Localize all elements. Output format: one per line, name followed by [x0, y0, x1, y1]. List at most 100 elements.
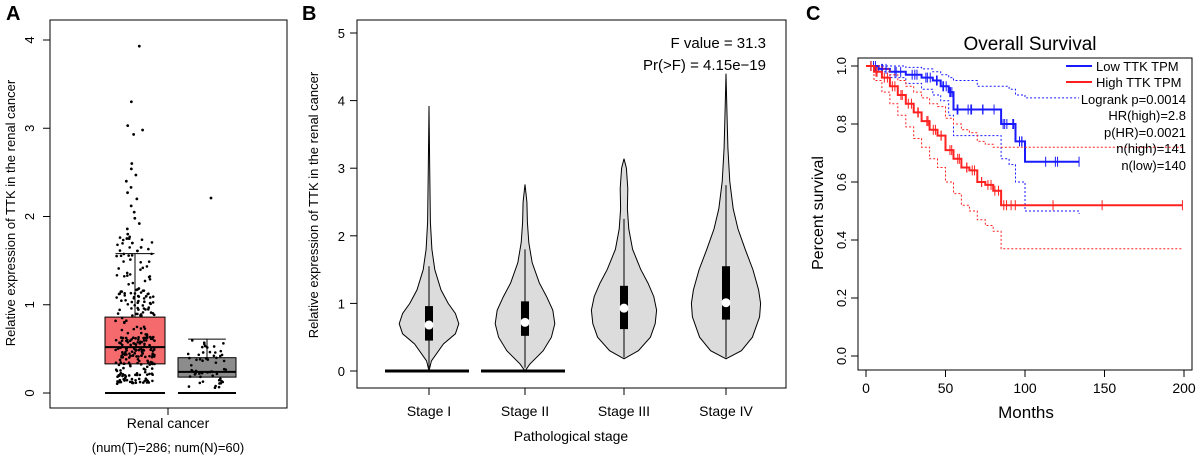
survival-ci-lower-low: [866, 65, 1080, 214]
box-point: [117, 267, 120, 270]
box-point: [214, 361, 218, 364]
box-outlier: [126, 191, 129, 195]
box-point: [114, 338, 118, 342]
box-point: [132, 347, 136, 350]
box-point: [137, 336, 140, 339]
panel-b-marks: [385, 73, 762, 373]
panel-a: A 0 1 2 3 4 Relative expression of TTK in th…: [3, 3, 288, 455]
box-point: [152, 355, 156, 358]
box-point: [200, 345, 204, 349]
box-point: [150, 367, 154, 370]
box-point: [117, 363, 121, 367]
box-point: [122, 366, 125, 370]
box-point: [198, 372, 201, 375]
box-point: [198, 357, 202, 361]
box-point: [142, 339, 146, 342]
box-point: [121, 372, 125, 376]
box-point: [141, 266, 145, 270]
box-point: [151, 295, 155, 298]
box-outlier: [126, 232, 130, 236]
box-point: [132, 295, 136, 299]
box-point: [119, 369, 122, 372]
box-point: [114, 361, 118, 364]
box-point: [222, 342, 225, 345]
box-outlier: [129, 167, 133, 171]
box-point: [114, 348, 117, 352]
box-point: [136, 340, 140, 344]
box-point: [127, 237, 131, 240]
box-point: [124, 357, 128, 361]
box-point: [188, 375, 192, 378]
box-outlier: [132, 210, 136, 214]
box-point: [144, 355, 147, 359]
box-point: [199, 375, 202, 379]
box-point: [190, 364, 193, 367]
box-point: [187, 385, 191, 388]
box-outlier: [132, 133, 136, 136]
survival-ci-upper-high: [866, 65, 1183, 148]
box-point: [125, 349, 128, 352]
panel-c-title: Overall Survival: [963, 34, 1096, 55]
box-outlier: [129, 185, 133, 189]
panel-b-x-tick-label: Stage III: [598, 403, 650, 419]
box-point: [145, 333, 149, 336]
panel-c-y-tick-label: 0.8: [834, 115, 849, 133]
box-point: [148, 275, 152, 278]
box-point: [213, 386, 217, 390]
panel-c-y-tick-label: 0.2: [834, 289, 849, 307]
box-point: [147, 306, 151, 309]
box-point: [130, 350, 134, 353]
box-point: [123, 294, 127, 297]
box-point: [127, 282, 130, 286]
box-point: [118, 373, 122, 376]
box-point: [140, 314, 143, 318]
box-point: [143, 370, 147, 374]
box-point: [143, 327, 147, 330]
box-point: [211, 374, 214, 377]
box-point: [138, 380, 142, 384]
box-point: [212, 354, 216, 358]
panel-a-x-axis-label: Renal cancer: [127, 415, 210, 431]
box-point: [123, 362, 126, 365]
box-point: [150, 362, 154, 366]
box-point: [220, 353, 224, 357]
box-point: [120, 339, 124, 342]
panel-a-sample-counts: (num(T)=286; num(N)=60): [92, 440, 244, 455]
box-point: [142, 307, 146, 310]
box-point: [114, 319, 117, 323]
box-point: [128, 273, 132, 276]
box-point: [215, 356, 218, 360]
panel-b-label: B: [302, 3, 316, 25]
box-point: [121, 242, 124, 245]
box-point: [145, 335, 149, 338]
box-point: [153, 348, 156, 351]
box-outlier: [124, 179, 128, 183]
box-point: [148, 278, 152, 281]
box-point: [118, 308, 121, 312]
violin-median: [619, 303, 629, 313]
box-point: [190, 339, 194, 342]
box-point: [127, 356, 131, 359]
box-point: [148, 372, 151, 376]
box-point: [130, 380, 134, 384]
box-point: [205, 346, 209, 349]
box-point: [122, 274, 126, 278]
box-point: [150, 355, 154, 359]
box-point: [206, 358, 210, 361]
box-point: [136, 361, 139, 365]
box-point: [139, 291, 143, 294]
box-point: [150, 346, 153, 349]
violin-iqr-box: [722, 266, 730, 320]
box-point: [139, 331, 143, 335]
panel-b-y-tick-label: 1: [338, 296, 345, 311]
panel-a-y-tick-label: 4: [22, 36, 37, 43]
box-point: [150, 241, 154, 244]
box-outlier: [209, 196, 213, 200]
panel-b-plot-frame: [356, 19, 787, 389]
panel-c-y-tick-label: 0.4: [834, 231, 849, 249]
box-point: [122, 252, 126, 256]
box-point: [126, 302, 130, 306]
box-tumor: [104, 316, 166, 365]
panel-a-y-tick-label: 0: [22, 389, 37, 396]
box-point: [133, 303, 137, 307]
